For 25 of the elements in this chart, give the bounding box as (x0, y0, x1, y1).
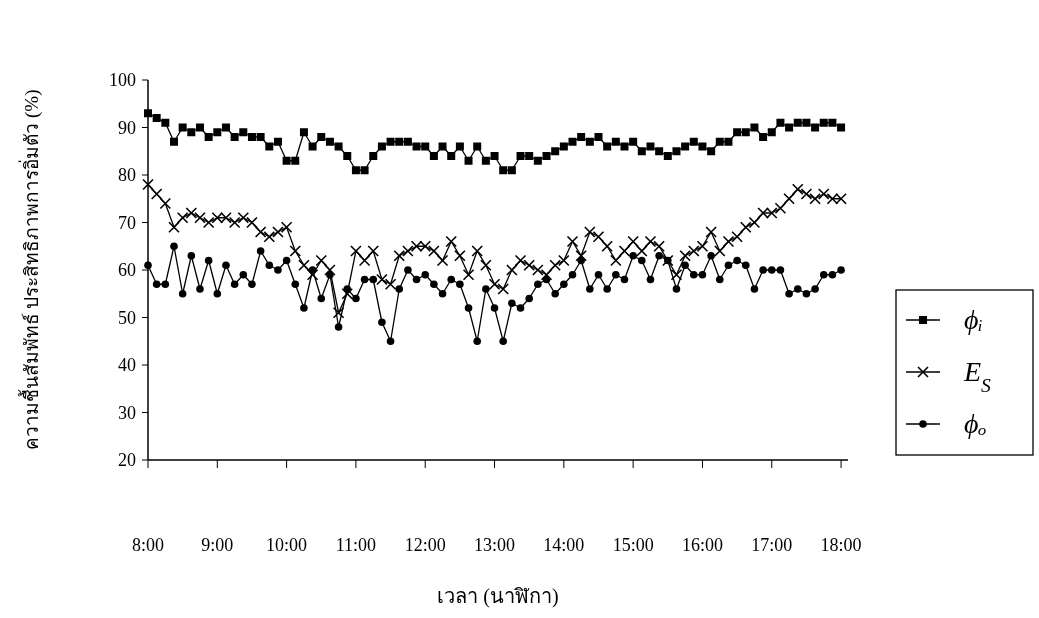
y-tick-label: 20 (118, 450, 136, 470)
y-tick-label: 30 (118, 402, 136, 423)
legend-label: E$_{S}$ (963, 356, 992, 396)
y-tick-label: 90 (118, 117, 136, 138)
x-tick-label: 18:00 (820, 535, 862, 555)
x-tick-label: 9:00 (201, 535, 234, 555)
x-tick-label: 16:00 (681, 535, 723, 555)
x-tick-label: 15:00 (612, 535, 654, 555)
x-tick-label: 17:00 (751, 535, 793, 555)
x-tick-label: 8:00 (131, 535, 165, 555)
y-tick-label: 60 (118, 260, 136, 280)
y-tick-label: 100 (109, 70, 136, 90)
x-axis-title: เวลา (นาฬิกา) (437, 585, 559, 608)
legend-label: ϕᵢ (964, 304, 983, 335)
x-tick-label: 13:00 (474, 535, 516, 555)
legend-label: ϕₒ (964, 408, 987, 439)
y-axis-title: ความชื้นสัมพัทธ์ ประสิทธิภาพการอิ่มตัว (%) (18, 89, 43, 451)
x-tick-label: 12:00 (404, 535, 446, 555)
y-tick-label: 80 (118, 165, 136, 185)
x-tick-label: 14:00 (543, 535, 585, 555)
x-tick-label: 10:00 (266, 535, 308, 555)
x-tick-label: 11:00 (335, 535, 377, 555)
y-tick-label: 50 (118, 307, 136, 328)
y-tick-label: 40 (118, 355, 136, 375)
y-tick-label: 70 (118, 212, 136, 233)
